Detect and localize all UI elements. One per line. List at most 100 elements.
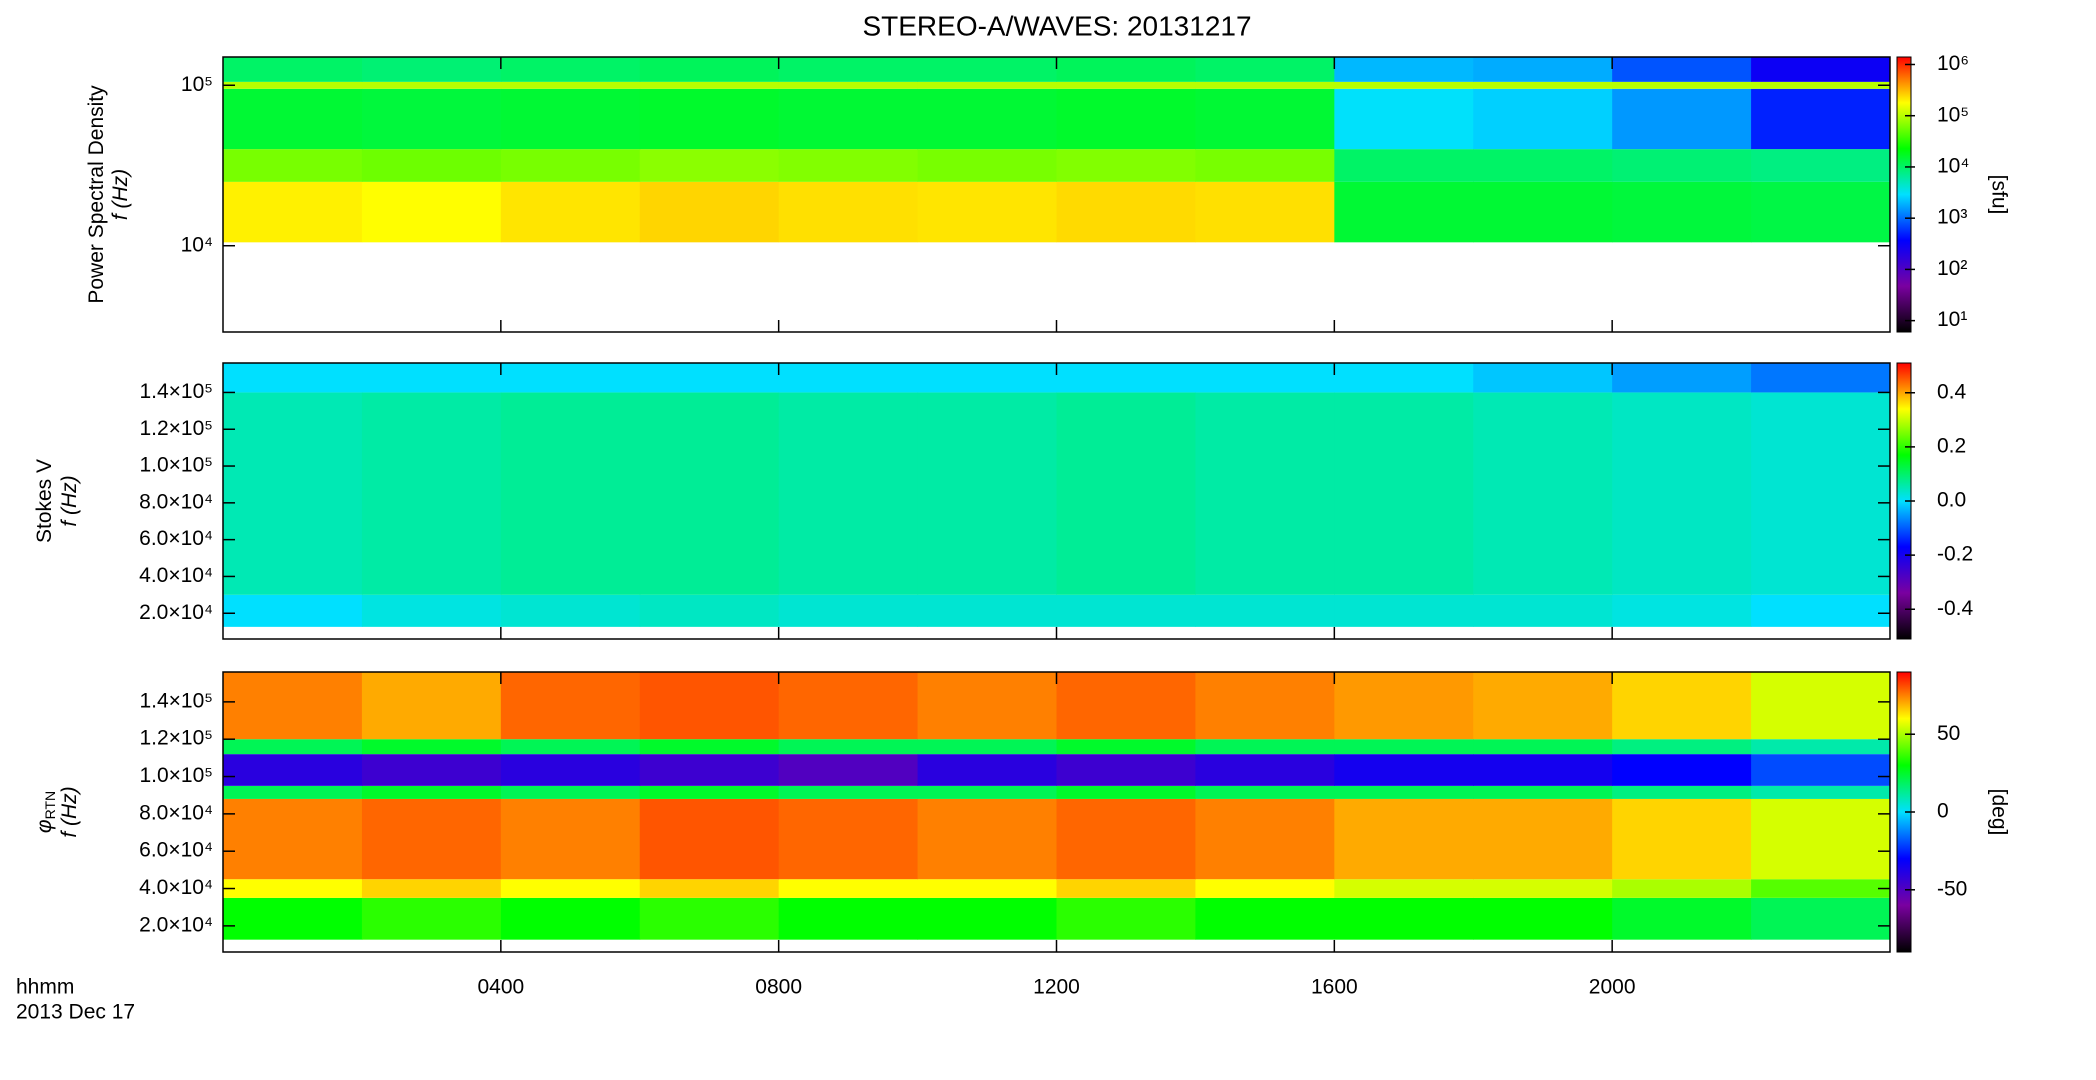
heatmap-cell	[778, 672, 919, 740]
heatmap-cell	[778, 594, 919, 627]
heatmap-cell	[1751, 672, 1891, 740]
heatmap-cell	[1473, 88, 1613, 150]
heatmap-cell	[1612, 594, 1752, 627]
heatmap-cell	[1751, 897, 1891, 940]
heatmap-cell	[1612, 754, 1752, 786]
heatmap-cell	[361, 392, 502, 595]
heatmap-cell	[639, 672, 780, 740]
heatmap-cell	[500, 754, 641, 786]
heatmap-cell	[1195, 88, 1335, 150]
heatmap-cell	[1056, 181, 1196, 243]
heatmap-cell	[500, 798, 641, 880]
heatmap-cell	[361, 181, 502, 243]
colorbar-tick-label: -50	[1937, 877, 1967, 900]
heatmap-cell	[1473, 739, 1613, 755]
heatmap-cell	[361, 897, 502, 940]
heatmap-cell	[1056, 739, 1196, 755]
colorbar-tick-label: 0.0	[1937, 489, 1966, 512]
heatmap-cell	[500, 897, 641, 940]
heatmap-cell	[1195, 785, 1335, 799]
heatmap-cell	[778, 392, 919, 595]
heatmap-cell	[1612, 879, 1752, 898]
y-axis-label: f (Hz)	[58, 475, 81, 526]
heatmap-cell	[1334, 594, 1474, 627]
heatmap-cell	[1334, 181, 1474, 243]
heatmap-cell	[917, 754, 1057, 786]
heatmap-cell	[639, 897, 780, 940]
heatmap-cell	[1751, 754, 1891, 786]
heatmap-cell	[1056, 672, 1196, 740]
y-tick-label: 10⁵	[181, 73, 213, 96]
heatmap-cell	[639, 57, 780, 82]
heatmap-cell	[1195, 57, 1335, 82]
heatmap-cell	[639, 785, 780, 799]
heatmap-cell	[361, 57, 502, 82]
heatmap-cell	[1473, 785, 1613, 799]
heatmap-cell	[778, 149, 919, 182]
y-axis-label-text: φ	[33, 819, 56, 833]
heatmap-cell	[1751, 392, 1891, 595]
heatmap-cell	[223, 739, 363, 755]
heatmap-cell	[1334, 392, 1474, 595]
heatmap-cell	[500, 88, 641, 150]
heatmap-cell	[1612, 81, 1752, 89]
heatmap-cell	[1751, 181, 1891, 243]
heatmap-cell	[361, 879, 502, 898]
heatmap-cell	[639, 798, 780, 880]
heatmap-cell	[1751, 88, 1891, 150]
heatmap-cell	[500, 785, 641, 799]
x-tick-label: 2000	[1589, 976, 1636, 999]
heatmap-cell	[1612, 672, 1752, 740]
y-tick-label: 4.0×10⁴	[139, 876, 213, 899]
y-tick-label: 8.0×10⁴	[139, 490, 213, 513]
heatmap-cell	[917, 785, 1057, 799]
heatmap-cell	[1056, 81, 1196, 89]
colorbar-tick-label: 10⁶	[1937, 52, 1969, 75]
heatmap-cell	[778, 897, 919, 940]
heatmap-cell	[1195, 149, 1335, 182]
heatmap-cell	[361, 81, 502, 89]
heatmap-cell	[1334, 879, 1474, 898]
heatmap-cell	[917, 879, 1057, 898]
heatmap-cell	[1612, 785, 1752, 799]
y-axis-label: f (Hz)	[109, 169, 132, 220]
heatmap-cell	[1056, 879, 1196, 898]
heatmap-cell	[361, 672, 502, 740]
heatmap-cell	[1751, 363, 1891, 393]
y-tick-label: 1.0×10⁵	[139, 764, 213, 787]
heatmap-cell	[1612, 57, 1752, 82]
heatmap-cell	[1056, 798, 1196, 880]
heatmap-cell	[361, 754, 502, 786]
y-tick-label: 1.4×10⁵	[139, 689, 213, 712]
heatmap-cell	[1612, 897, 1752, 940]
heatmap-cell	[917, 88, 1057, 150]
heatmap-cell	[1473, 897, 1613, 940]
heatmap-cell	[223, 149, 363, 182]
y-axis-label: Stokes V	[33, 459, 56, 543]
colorbar-tick-label: 50	[1937, 722, 1960, 745]
heatmap-cell	[639, 363, 780, 393]
heatmap-cell	[1473, 798, 1613, 880]
heatmap-cell	[223, 363, 363, 393]
y-axis-label-text: f (Hz)	[58, 475, 81, 526]
y-axis-label: φRTN	[33, 791, 58, 833]
colorbar-tick-label: 10¹	[1937, 308, 1967, 331]
heatmap-cell	[223, 594, 363, 627]
heatmap-cell	[1056, 785, 1196, 799]
colorbar-label: [sfu]	[1987, 175, 2010, 215]
heatmap-cell	[1612, 798, 1752, 880]
heatmap-cell	[917, 392, 1057, 595]
heatmap-cell	[639, 181, 780, 243]
y-axis-label: f (Hz)	[58, 786, 81, 837]
heatmap-cell	[917, 897, 1057, 940]
colorbar-tick-label: 10⁴	[1937, 154, 1969, 177]
heatmap-cell	[1056, 392, 1196, 595]
heatmap-cell	[1334, 897, 1474, 940]
heatmap-cell	[1195, 879, 1335, 898]
heatmap-cell	[1056, 594, 1196, 627]
heatmap-cell	[917, 57, 1057, 82]
y-axis-label-text: f (Hz)	[109, 169, 132, 220]
heatmap-cell	[500, 81, 641, 89]
heatmap-cell	[1612, 88, 1752, 150]
heatmap-cell	[639, 754, 780, 786]
